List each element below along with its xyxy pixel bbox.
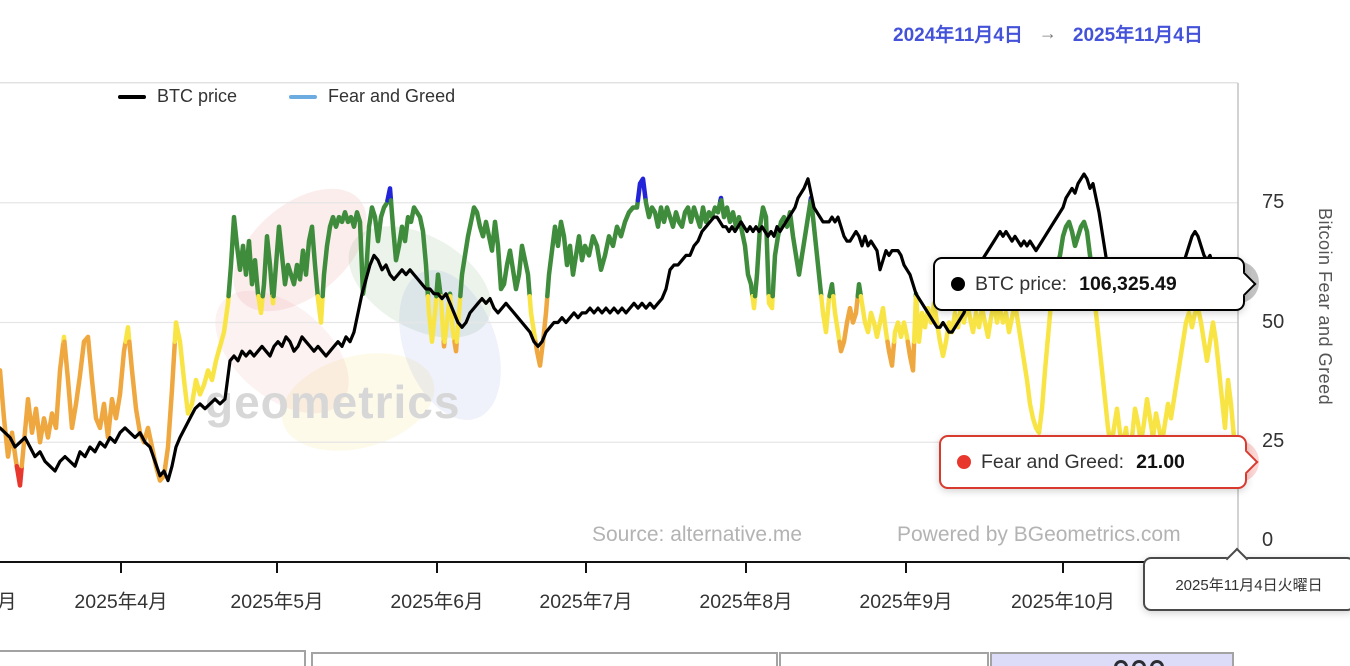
start-date-link[interactable]: 2024年11月4日 — [893, 25, 1023, 46]
fear-and-greed-line-segment — [1092, 293, 1241, 464]
btc-line-swatch-icon — [118, 94, 146, 99]
x-axis-tick-label: 2025年4月 — [74, 591, 167, 613]
fear-and-greed-tooltip: Fear and Greed: 21.00 — [939, 435, 1259, 489]
fear-and-greed-line-segment — [827, 281, 836, 299]
chart-legend: BTC price Fear and Greed — [118, 86, 455, 107]
legend-label: Fear and Greed — [328, 86, 456, 106]
fear-and-greed-line-segment — [127, 339, 168, 483]
clipped-text-fragment — [1114, 660, 1168, 666]
fear-and-greed-line-segment — [837, 293, 860, 354]
date-tooltip-text: 2025年11月4日火曜日 — [1175, 576, 1323, 594]
fear-and-greed-line-segment — [271, 224, 321, 299]
fear-and-greed-line-segment — [256, 293, 265, 316]
fear-and-greed-line-segment — [14, 463, 25, 488]
legend-item-fear-and-greed[interactable]: Fear and Greed — [289, 86, 455, 107]
legend-item-btc-price[interactable]: BTC price — [118, 86, 237, 107]
x-axis-tick-label: 2025年6月 — [390, 591, 483, 613]
end-date-link[interactable]: 2025年11月4日 — [1072, 25, 1203, 46]
fear-and-greed-line-segment — [123, 325, 132, 344]
fear-and-greed-line-segment — [809, 198, 824, 299]
fear-and-greed-line-segment — [0, 368, 20, 469]
x-axis-tick-label: 2025年5月 — [230, 591, 323, 613]
source-attribution: Source: alternative.me — [592, 523, 803, 546]
btc-tooltip-label: BTC price: — [975, 272, 1068, 295]
bottom-panel-middle[interactable] — [311, 652, 778, 666]
x-axis-tick-label: 2025年10月 — [1011, 591, 1115, 613]
fear-and-greed-line-segment — [315, 293, 325, 325]
fear-and-greed-line-segment — [270, 293, 276, 306]
btc-price-tooltip: BTC price: 106,325.49 — [933, 257, 1257, 311]
right-axis-tick-label: 0 — [1262, 529, 1274, 551]
fear-and-greed-line-segment — [458, 205, 532, 299]
fear-and-greed-line-segment — [913, 293, 1050, 435]
fear-and-greed-line-segment — [750, 293, 758, 311]
fear-and-greed-line-segment — [635, 176, 648, 203]
fear-and-greed-line-segment — [434, 272, 443, 299]
x-axis-tick-label: 2025年3月 — [0, 591, 17, 613]
fear-and-greed-line-segment — [454, 293, 463, 344]
fg-series-dot-icon — [957, 455, 971, 469]
legend-label: BTC price — [157, 86, 238, 106]
fear-and-greed-line-segment — [163, 339, 178, 469]
x-axis-tick-label: 2025年9月 — [859, 591, 952, 613]
fear-and-greed-line-segment — [891, 320, 910, 344]
fear-and-greed-line-segment — [527, 293, 538, 344]
bottom-panel-highlighted[interactable] — [990, 652, 1234, 666]
watermark-text: geometrics — [205, 376, 460, 428]
fg-tooltip-value: 21.00 — [1136, 450, 1185, 473]
btc-price-line — [0, 172, 1240, 483]
fear-and-greed-line-segment — [545, 198, 641, 299]
fear-and-greed-line-segment — [19, 339, 66, 469]
btc-series-dot-icon — [951, 277, 965, 291]
fear-and-greed-line-segment — [385, 186, 394, 203]
fear-and-greed-line-segment — [752, 205, 771, 299]
fear-and-greed-line-segment — [452, 339, 459, 354]
arrow-right-icon: → — [1038, 23, 1057, 43]
right-axis-tick-label: 75 — [1262, 190, 1285, 213]
fear-and-greed-line-segment — [533, 293, 550, 368]
powered-by-attribution: Powered by BGeometrics.com — [897, 523, 1181, 546]
fear-and-greed-line-segment — [86, 339, 128, 440]
fear-and-greed-line-segment — [831, 293, 842, 344]
fear-and-greed-line-segment — [643, 198, 723, 229]
fear-and-greed-line-segment — [388, 198, 431, 299]
fear-and-greed-line-segment — [425, 293, 439, 344]
fear-and-greed-line-segment — [905, 339, 917, 373]
fg-tooltip-label: Fear and Greed: — [981, 450, 1125, 473]
fear-and-greed-line-segment — [226, 214, 261, 299]
bottom-panel-left[interactable] — [0, 650, 306, 666]
right-axis-tick-label: 50 — [1262, 310, 1285, 333]
fear-and-greed-line-segment — [855, 281, 864, 299]
fear-and-greed-line-segment — [719, 198, 755, 299]
fear-and-greed-line-segment — [858, 293, 890, 344]
fg-line-swatch-icon — [289, 94, 318, 99]
watermark-logo-petal — [215, 290, 349, 414]
right-axis-title: Bitcoin Fear and Greed — [1315, 208, 1335, 406]
right-axis-tick-label: 25 — [1262, 430, 1285, 453]
fear-and-greed-line-segment — [885, 339, 897, 368]
date-range-picker: 2024年11月4日 → 2025年11月4日 — [893, 20, 1203, 47]
watermark-logo-petal — [281, 353, 435, 451]
fear-and-greed-line-segment — [766, 293, 775, 311]
x-axis-tick-label: 2025年7月 — [539, 591, 632, 613]
fear-and-greed-line-segment — [770, 198, 813, 299]
fear-and-greed-line-segment — [62, 334, 91, 431]
fear-and-greed-line-segment — [172, 320, 224, 416]
fear-and-greed-line-segment — [260, 234, 275, 299]
bottom-panel-right[interactable] — [779, 652, 989, 666]
fear-and-greed-line-segment — [320, 198, 390, 299]
hovered-date-tooltip: 2025年11月4日火曜日 — [1143, 547, 1350, 611]
btc-tooltip-value: 106,325.49 — [1079, 272, 1177, 295]
fear-and-greed-line-segment — [819, 293, 832, 335]
fear-and-greed-line-segment — [219, 293, 231, 344]
x-axis-tick-label: 2025年8月 — [699, 591, 792, 613]
